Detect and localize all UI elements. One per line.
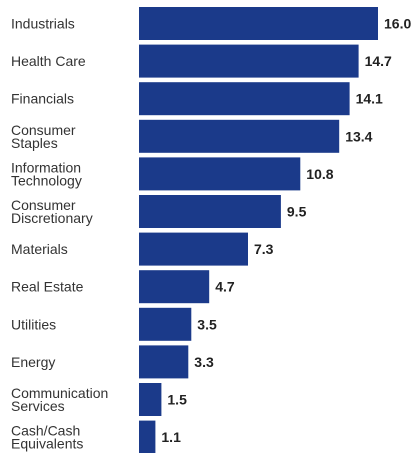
- value-label: 1.5: [167, 392, 187, 408]
- bar: [139, 44, 359, 78]
- category-label-line: Industrials: [11, 16, 75, 32]
- value-label: 3.3: [194, 354, 214, 370]
- category-label-line: Cash/Cash: [11, 423, 80, 439]
- value-label: 10.8: [306, 166, 333, 182]
- category-label: Materials: [11, 241, 68, 257]
- category-labels: Industrials Health Care Financials Consumer…: [11, 16, 108, 452]
- category-label: Consumer Discretionary: [11, 197, 93, 226]
- category-label: Utilities: [11, 316, 56, 332]
- category-label: Consumer Staples: [11, 122, 76, 151]
- value-label: 16.0: [384, 16, 411, 32]
- category-label-line: Materials: [11, 241, 68, 257]
- category-label: Energy: [11, 354, 55, 370]
- bar: [139, 157, 301, 191]
- bar: [139, 82, 350, 116]
- category-label-line: Health Care: [11, 53, 86, 69]
- category-label-line: Consumer: [11, 122, 76, 138]
- category-label: Cash/Cash Equivalents: [11, 423, 83, 452]
- bar: [139, 7, 378, 40]
- category-label: Communication Services: [11, 385, 108, 414]
- value-label: 1.1: [161, 429, 181, 445]
- bar: [139, 232, 248, 266]
- category-label-line: Consumer: [11, 197, 76, 213]
- category-label-line: Staples: [11, 135, 58, 151]
- category-label: Financials: [11, 91, 74, 107]
- category-label-line: Discretionary: [11, 210, 93, 226]
- value-label: 14.7: [365, 53, 392, 69]
- value-label: 7.3: [254, 241, 274, 257]
- bar: [139, 119, 340, 153]
- category-label-line: Utilities: [11, 316, 56, 332]
- category-label-line: Technology: [11, 172, 82, 188]
- category-label-line: Equivalents: [11, 436, 83, 452]
- category-label-line: Services: [11, 398, 65, 414]
- category-label-line: Information: [11, 159, 81, 175]
- bar: [139, 270, 210, 304]
- value-label: 4.7: [215, 279, 235, 295]
- value-label: 13.4: [345, 128, 372, 144]
- bar: [139, 345, 189, 379]
- value-label: 3.5: [197, 316, 217, 332]
- category-label: Health Care: [11, 53, 86, 69]
- category-label: Industrials: [11, 16, 75, 32]
- bar: [139, 383, 162, 416]
- category-label: Information Technology: [11, 159, 82, 188]
- value-label: 14.1: [356, 91, 383, 107]
- bar: [139, 420, 156, 453]
- category-label-line: Energy: [11, 354, 55, 370]
- bar: [139, 307, 192, 341]
- category-label-line: Financials: [11, 91, 74, 107]
- bars: [139, 7, 378, 453]
- bar: [139, 195, 281, 228]
- category-label: Real Estate: [11, 279, 84, 295]
- value-labels: 16.0 14.7 14.1 13.4 10.8 9.5 7.3 4.7 3.5 3.3 1.5 1.…: [161, 16, 411, 446]
- category-label-line: Communication: [11, 385, 108, 401]
- value-label: 9.5: [287, 204, 307, 220]
- category-label-line: Real Estate: [11, 279, 84, 295]
